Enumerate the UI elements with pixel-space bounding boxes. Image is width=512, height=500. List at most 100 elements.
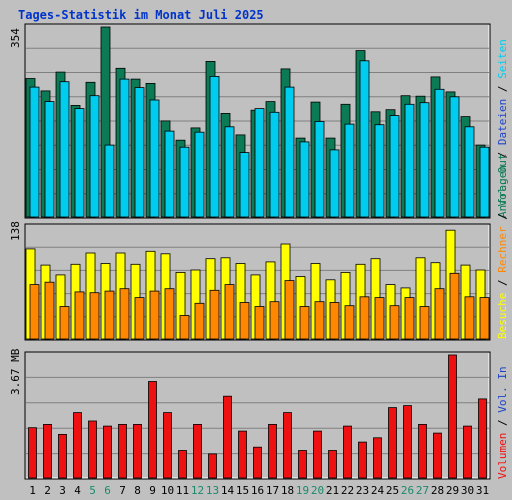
top-seiten-bar-day-9 <box>149 99 160 218</box>
chart-title: Tages-Statistik im Monat Juli 2025 <box>18 8 264 22</box>
middle-rechner-bar-day-11 <box>179 315 190 340</box>
top-seiten-bar-day-6 <box>104 144 115 218</box>
top-seiten-bar-day-21 <box>329 149 340 218</box>
top-seiten-bar-day-8 <box>134 87 145 218</box>
bottom-volumen-bar-day-22 <box>343 425 352 479</box>
day-label-25: 25 <box>386 484 399 497</box>
day-label-27: 27 <box>416 484 429 497</box>
top-seiten-bar-day-20 <box>314 121 325 218</box>
bottom-volumen-bar-day-9 <box>148 381 157 479</box>
legend-anfragen: Anfragen <box>496 165 509 218</box>
bottom-volumen-bar-day-28 <box>433 432 442 479</box>
top-seiten-bar-day-11 <box>179 146 190 218</box>
middle-rechner-bar-day-1 <box>29 284 40 340</box>
legend-middle: Besuche / Rechner / Vol. Out <box>496 154 509 339</box>
bottom-volumen-bar-day-8 <box>133 423 142 479</box>
bottom-volumen-bar-day-6 <box>103 425 112 479</box>
legend-bottom: Volumen / Vol. In <box>496 366 509 479</box>
top-seiten-bar-day-5 <box>89 95 100 218</box>
day-label-18: 18 <box>281 484 294 497</box>
day-label-15: 15 <box>236 484 249 497</box>
middle-rechner-bar-day-22 <box>344 305 355 340</box>
middle-rechner-bar-day-31 <box>479 297 490 340</box>
middle-rechner-bar-day-26 <box>404 297 415 340</box>
day-label-7: 7 <box>119 484 126 497</box>
top-seiten-bar-day-28 <box>434 88 445 218</box>
day-label-16: 16 <box>251 484 264 497</box>
day-label-26: 26 <box>401 484 414 497</box>
bottom-volumen-bar-day-11 <box>178 450 187 479</box>
top-seiten-bar-day-13 <box>209 76 220 218</box>
day-label-4: 4 <box>74 484 81 497</box>
day-label-2: 2 <box>44 484 51 497</box>
day-label-8: 8 <box>134 484 141 497</box>
middle-rechner-bar-day-7 <box>119 288 130 340</box>
bottom-volumen-bar-day-19 <box>298 450 307 479</box>
bottom-volumen-bar-day-26 <box>403 405 412 479</box>
bottom-volumen-bar-day-4 <box>73 412 82 479</box>
legend-sep-4: / <box>496 207 509 220</box>
day-label-9: 9 <box>149 484 156 497</box>
middle-rechner-bar-day-19 <box>299 306 310 340</box>
day-label-23: 23 <box>356 484 369 497</box>
top-seiten-bar-day-14 <box>224 126 235 218</box>
top-seiten-bar-day-19 <box>299 141 310 218</box>
bottom-volumen-bar-day-31 <box>478 398 487 479</box>
middle-rechner-bar-day-13 <box>209 289 220 340</box>
top-seiten-bar-day-29 <box>449 96 460 218</box>
legend-seiten: Seiten <box>496 39 509 79</box>
middle-rechner-bar-day-24 <box>374 297 385 340</box>
middle-rechner-bar-day-21 <box>329 302 340 340</box>
bottom-axis-max-label: 3.67 MB <box>9 348 22 395</box>
day-label-5: 5 <box>89 484 96 497</box>
middle-rechner-bar-day-15 <box>239 302 250 340</box>
top-seiten-bar-day-27 <box>419 102 430 218</box>
middle-rechner-bar-day-4 <box>74 291 85 340</box>
middle-rechner-bar-day-5 <box>89 292 100 340</box>
day-label-6: 6 <box>104 484 111 497</box>
top-axis-max-label: 354 <box>9 28 22 48</box>
middle-rechner-bar-day-28 <box>434 288 445 340</box>
legend-volumen: Volumen <box>496 433 509 479</box>
bottom-volumen-bar-day-21 <box>328 450 337 479</box>
volume-panel <box>24 351 491 480</box>
middle-rechner-bar-day-25 <box>389 305 400 340</box>
top-seiten-bar-day-30 <box>464 126 475 218</box>
bottom-volumen-bar-day-17 <box>268 423 277 479</box>
bottom-volumen-bar-day-18 <box>283 412 292 479</box>
middle-rechner-bar-day-2 <box>44 281 55 340</box>
bottom-volumen-bar-day-10 <box>163 412 172 479</box>
middle-axis-max-label: 138 <box>9 221 22 241</box>
top-seiten-bar-day-25 <box>389 115 400 218</box>
top-seiten-bar-day-3 <box>59 81 70 218</box>
legend-besuche: Besuche <box>496 293 509 339</box>
day-label-31: 31 <box>476 484 489 497</box>
middle-rechner-bar-day-10 <box>164 288 175 340</box>
legend-vol-in: Vol. In <box>496 366 509 412</box>
top-seiten-bar-day-17 <box>269 111 280 218</box>
bottom-volumen-bar-day-15 <box>238 430 247 479</box>
legend-vol-out: Vol. Out <box>496 154 509 207</box>
middle-rechner-bar-day-12 <box>194 302 205 340</box>
day-label-12: 12 <box>191 484 204 497</box>
day-label-22: 22 <box>341 484 354 497</box>
day-label-13: 13 <box>206 484 219 497</box>
day-label-20: 20 <box>311 484 324 497</box>
day-axis-labels: 1 2 3 4 5 6 7 8 9 10 11 12 13 14 15 16 17 18 19 20 21 22 23 24 2… <box>29 484 489 497</box>
top-seiten-bar-day-7 <box>119 78 130 218</box>
legend-sep-2: / <box>496 79 509 92</box>
bottom-volumen-bar-day-7 <box>118 423 127 479</box>
top-seiten-bar-day-16 <box>254 108 265 218</box>
bottom-volumen-bar-day-1 <box>28 427 37 479</box>
day-label-1: 1 <box>29 484 36 497</box>
bottom-volumen-bar-day-16 <box>253 446 262 479</box>
top-seiten-bar-day-18 <box>284 86 295 218</box>
top-seiten-bar-day-26 <box>404 103 415 218</box>
bottom-volumen-bar-day-13 <box>208 453 217 479</box>
middle-rechner-bar-day-23 <box>359 296 370 340</box>
bottom-volumen-bar-day-14 <box>223 395 232 479</box>
day-label-17: 17 <box>266 484 279 497</box>
day-label-10: 10 <box>161 484 174 497</box>
top-seiten-bar-day-12 <box>194 131 205 218</box>
day-label-11: 11 <box>176 484 189 497</box>
